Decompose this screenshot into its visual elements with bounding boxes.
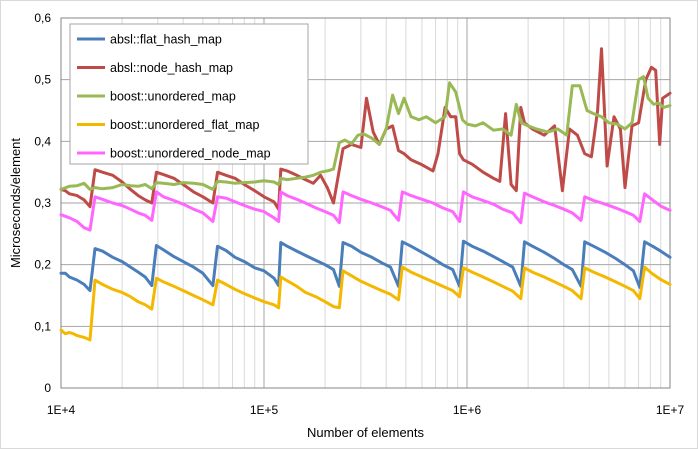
y-axis-title: Microseconds/element — [8, 138, 23, 268]
legend: absl::flat_hash_mapabsl::node_hash_mapbo… — [69, 23, 309, 165]
legend-box — [69, 23, 309, 165]
y-tick-label: 0,6 — [34, 11, 51, 25]
series-lines — [59, 47, 672, 342]
y-axis-ticks: 0 0,1 0,2 0,3 0,4 0,5 0,6 — [34, 11, 51, 395]
x-tick-label: 1E+7 — [656, 403, 685, 417]
series-line-3 — [59, 75, 672, 191]
legend-label: boost::unordered_flat_map — [110, 118, 259, 132]
x-tick-label: 1E+6 — [453, 403, 482, 417]
y-tick-label: 0,1 — [34, 319, 51, 333]
x-axis-title: Number of elements — [307, 425, 425, 440]
legend-label: boost::unordered_map — [110, 90, 236, 104]
plot-area-border — [60, 17, 671, 389]
y-tick-label: 0,2 — [34, 258, 51, 272]
y-tick-label: 0,4 — [34, 134, 51, 148]
y-tick-label: 0 — [44, 381, 51, 395]
x-axis-ticks: 1E+4 1E+5 1E+6 1E+7 — [47, 403, 685, 417]
legend-label: absl::flat_hash_map — [110, 33, 222, 47]
x-tick-label: 1E+4 — [47, 403, 76, 417]
series-line-1 — [59, 239, 672, 293]
legend-label: boost::unordered_node_map — [110, 147, 271, 161]
series-line-5 — [59, 190, 672, 232]
y-tick-label: 0,3 — [34, 196, 51, 210]
x-tick-label: 1E+5 — [250, 403, 279, 417]
y-tick-label: 0,5 — [34, 73, 51, 87]
series-line-4 — [59, 265, 672, 342]
legend-label: absl::node_hash_map — [110, 61, 233, 75]
series-line-2 — [59, 47, 672, 211]
